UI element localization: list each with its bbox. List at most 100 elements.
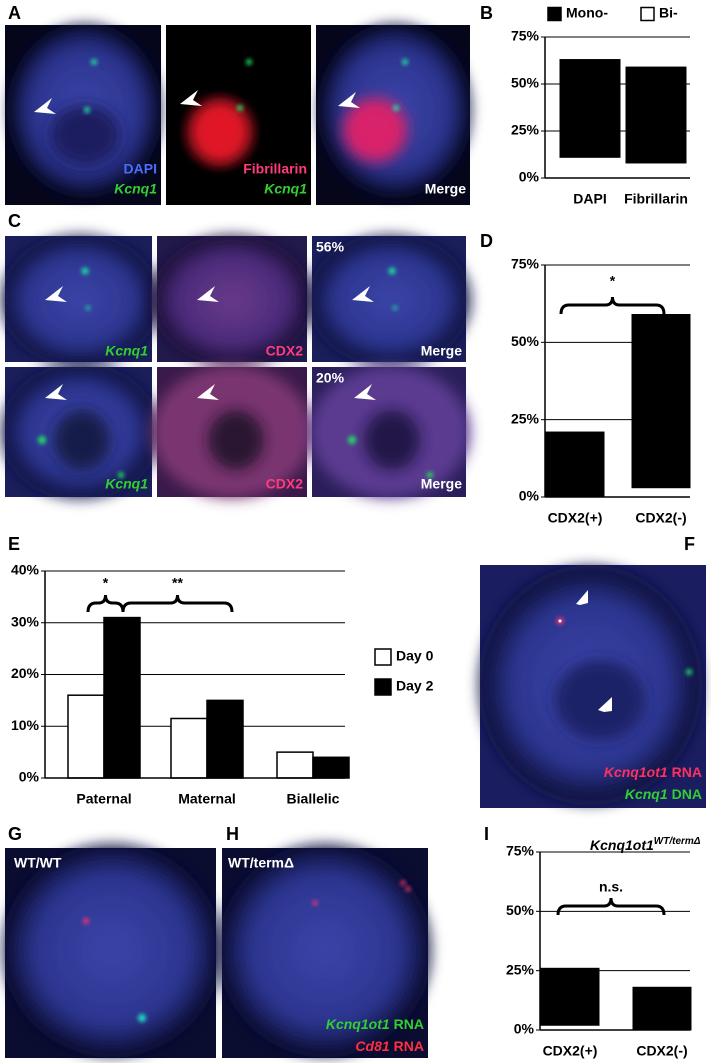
gene-name: Kcnq1	[625, 786, 668, 802]
legend-swatch	[374, 648, 392, 666]
micrograph	[316, 25, 470, 205]
significance-bracket	[559, 296, 666, 315]
x-tick-label: Maternal	[178, 791, 236, 807]
legend-label: Mono-	[566, 5, 608, 21]
probe-label: Kcnq1 DNA	[625, 786, 702, 802]
significance-label: **	[172, 575, 183, 591]
probe-type: DNA	[672, 786, 702, 802]
gene-name: Kcnq1ot1	[326, 1016, 390, 1032]
bar	[103, 616, 141, 779]
merge-label: Merge	[421, 343, 462, 359]
gene-label: Kcnq1	[114, 181, 157, 197]
bar-segment	[560, 157, 620, 178]
micrograph	[310, 366, 470, 498]
gene-label: Kcnq1	[264, 181, 307, 197]
x-tick-label: CDX2(-)	[636, 1043, 687, 1059]
bar-segment	[626, 162, 686, 178]
y-tick-label: 75%	[506, 843, 535, 859]
gene-name: Cd81	[355, 1038, 389, 1054]
bar	[206, 699, 244, 779]
genotype-label: WT/termΔ	[228, 855, 294, 871]
y-tick-label: 0%	[519, 169, 540, 185]
title-gene: Kcnq1ot1	[590, 837, 654, 853]
gene-label: Kcnq1	[105, 476, 148, 492]
probe-type: RNA	[394, 1038, 424, 1054]
bar	[67, 694, 105, 779]
percent-label: 56%	[316, 239, 345, 255]
significance-bracket	[556, 897, 666, 916]
micrograph	[2, 366, 158, 498]
bar-segment	[559, 59, 621, 158]
panel-label: C	[8, 211, 21, 231]
gene-label: Kcnq1	[105, 343, 148, 359]
x-tick-label: CDX2(+)	[543, 1043, 598, 1059]
legend-swatch	[640, 6, 655, 22]
legend-swatch	[547, 6, 562, 22]
y-tick-label: 25%	[511, 410, 540, 426]
genotype-label: WT/WT	[14, 855, 62, 871]
chart-title: Kcnq1ot1WT/termΔ	[590, 836, 701, 853]
bar-segment	[632, 986, 692, 1031]
micrograph	[480, 565, 706, 808]
bar	[276, 751, 314, 779]
probe-type: RNA	[672, 764, 702, 780]
y-tick-label: 10%	[11, 717, 40, 733]
legend-label: Day 2	[396, 678, 434, 694]
y-tick-label: 0%	[19, 769, 40, 785]
micrograph	[2, 236, 158, 364]
y-tick-label: 30%	[11, 613, 40, 629]
y-tick-label: 20%	[11, 665, 40, 681]
percent-label: 20%	[316, 370, 345, 386]
panel-label: D	[480, 231, 493, 251]
bar	[170, 717, 208, 779]
y-tick-label: 25%	[511, 122, 540, 138]
probe-label: Kcnq1ot1 RNA	[326, 1016, 424, 1032]
y-tick-label: 25%	[506, 961, 535, 977]
y-tick-label: 40%	[11, 562, 40, 578]
x-tick-label: CDX2(-)	[635, 510, 686, 526]
merge-label: Merge	[425, 181, 466, 197]
bar-segment	[545, 431, 605, 498]
y-tick-label: 50%	[511, 333, 540, 349]
stain-label: Fibrillarin	[243, 161, 307, 177]
y-tick-label: 75%	[511, 28, 540, 44]
bar-segment	[625, 66, 687, 164]
panel-label: A	[8, 3, 21, 23]
probe-type: RNA	[394, 1016, 424, 1032]
probe-label: Kcnq1ot1 RNA	[604, 764, 702, 780]
micrograph	[5, 25, 161, 205]
bar	[312, 756, 350, 779]
panel-label: E	[8, 534, 20, 554]
bar-segment	[541, 1025, 599, 1030]
stain-label: CDX2	[266, 476, 304, 492]
y-tick-label: 0%	[514, 1021, 535, 1037]
probe-label: Cd81 RNA	[355, 1038, 424, 1054]
y-tick-label: 50%	[511, 75, 540, 91]
panel-label: I	[484, 824, 489, 844]
micrograph	[4, 845, 220, 1058]
x-tick-label: CDX2(+)	[548, 510, 603, 526]
micrograph	[220, 845, 430, 1058]
significance-bracket	[121, 594, 234, 613]
x-tick-label: DAPI	[573, 191, 606, 207]
significance-bracket	[86, 594, 125, 613]
significance-label: *	[103, 575, 109, 591]
panel-label: G	[8, 824, 22, 844]
y-tick-label: 50%	[506, 902, 535, 918]
micrograph	[152, 366, 312, 498]
micrograph	[166, 25, 311, 205]
legend-swatch	[374, 678, 392, 696]
bar-segment	[632, 487, 690, 497]
legend-label: Day 0	[396, 648, 434, 664]
bar-segment	[540, 967, 600, 1026]
y-tick-label: 75%	[511, 256, 540, 272]
x-tick-label: Biallelic	[287, 791, 340, 807]
stain-label: DAPI	[124, 161, 157, 177]
significance-label: n.s.	[599, 879, 623, 895]
significance-label: *	[610, 273, 616, 289]
micrograph	[152, 236, 312, 364]
x-tick-label: Paternal	[76, 791, 131, 807]
x-tick-label: Fibrillarin	[624, 191, 688, 207]
y-tick-label: 0%	[519, 488, 540, 504]
